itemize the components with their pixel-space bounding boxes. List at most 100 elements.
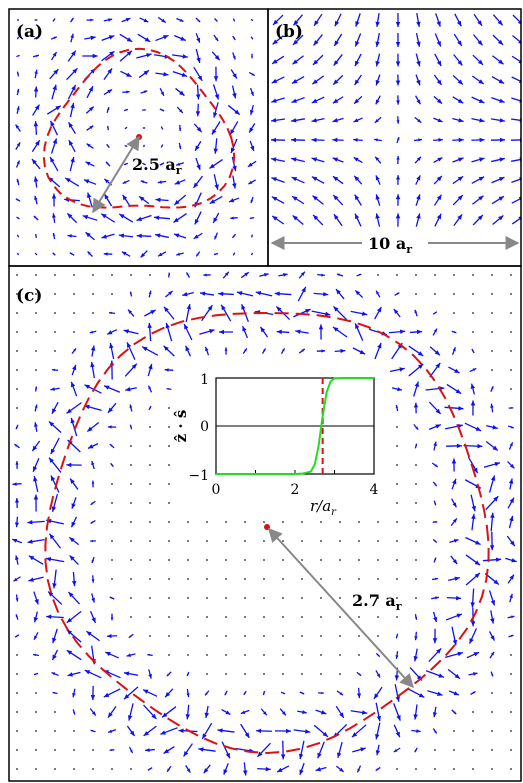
spin-arrow-head: [244, 732, 250, 738]
spin-arrow-head: [73, 711, 76, 715]
spin-arrow-head: [332, 137, 338, 143]
spin-arrow-head: [263, 348, 266, 352]
spin-arrow-head: [69, 555, 75, 561]
inset-xtick-0: 0: [212, 482, 221, 498]
spin-arrow-head: [108, 18, 113, 22]
spin-arrow-head: [34, 404, 38, 409]
spin-arrow-head: [473, 652, 480, 657]
spin-arrow-head: [470, 621, 476, 627]
spin-arrow-head: [92, 53, 98, 59]
spin-arrow-head: [415, 426, 419, 430]
spin-arrow-head: [375, 768, 379, 771]
spin-dot: [396, 768, 398, 770]
spin-arrow-head: [90, 695, 96, 701]
spin-dot: [149, 521, 151, 523]
spin-arrow-head: [292, 196, 298, 201]
spin-arrow-head: [164, 368, 169, 372]
spin-arrow-head: [36, 19, 38, 21]
spin-arrow-head: [87, 251, 91, 255]
spin-dot: [396, 426, 398, 428]
spin-dot: [92, 768, 94, 770]
spin-arrow-head: [127, 715, 133, 721]
spin-arrow-head: [34, 599, 39, 605]
spin-arrow-head: [69, 252, 73, 255]
panel-a-distance-label: 2.5 ar: [132, 155, 182, 177]
spin-dot: [396, 483, 398, 485]
spin-arrow-head: [415, 443, 417, 447]
spin-arrow-head: [51, 506, 57, 512]
spin-dot: [16, 274, 18, 276]
spin-dot: [149, 616, 151, 618]
spin-arrow-head: [470, 602, 475, 608]
spin-arrow-head: [416, 41, 421, 47]
spin-arrow-head: [158, 252, 163, 257]
spin-dot: [187, 540, 189, 542]
spin-arrow-head: [125, 109, 128, 111]
spin-dot: [92, 274, 94, 276]
spin-arrow-head: [88, 86, 93, 92]
spin-dot: [206, 654, 208, 656]
spin-dot: [263, 673, 265, 675]
spin-arrow-head: [489, 545, 495, 551]
spin-dot: [130, 464, 132, 466]
spin-dot: [472, 749, 474, 751]
spin-dot: [377, 616, 379, 618]
spin-arrow-head: [128, 635, 132, 638]
spin-arrow-head: [376, 715, 382, 722]
spin-dot: [168, 426, 170, 428]
spin-arrow-head: [475, 540, 481, 545]
spin-arrow-head: [474, 560, 481, 566]
spin-dot: [453, 274, 455, 276]
spin-arrow-head: [492, 425, 498, 430]
spin-arrow-head: [15, 461, 19, 465]
spin-arrow-head: [435, 596, 439, 600]
spin-arrow-head: [107, 330, 113, 335]
panel-c-distance-label: 2.7 ar: [352, 591, 402, 613]
spin-arrow-head: [274, 291, 280, 297]
spin-arrow-head: [300, 271, 305, 276]
spin-arrow-head: [52, 84, 57, 91]
spin-arrow-head: [397, 387, 402, 392]
spin-arrow-head: [213, 217, 218, 223]
spin-arrow-head: [313, 214, 319, 221]
spin-dot: [491, 768, 493, 770]
spin-dot: [16, 749, 18, 751]
spin-arrow-head: [214, 94, 220, 100]
spin-arrow-head: [15, 124, 20, 129]
spin-arrow-head: [207, 305, 213, 311]
spin-arrow-head: [436, 175, 442, 182]
spin-dot: [263, 540, 265, 542]
spin-arrow: [511, 217, 521, 225]
spin-arrow-head: [457, 60, 463, 66]
spin-dot: [282, 521, 284, 523]
spin-arrow-head: [395, 194, 401, 200]
spin-arrow-head: [12, 482, 17, 486]
panel-b-width-sub: r: [406, 243, 412, 256]
spin-arrow-head: [230, 216, 234, 220]
spin-arrow-head: [126, 72, 132, 77]
spin-arrow-head: [218, 329, 224, 335]
spin-arrow-head: [354, 79, 360, 86]
panel-b-width-label-bg: [362, 232, 428, 254]
spin-arrow-head: [271, 157, 277, 162]
panel-b-width-text: 10 a: [368, 234, 406, 253]
spin-arrow-head: [293, 20, 299, 26]
spin-arrow-head: [181, 72, 188, 77]
spin-arrow-head: [395, 213, 401, 219]
spin-arrow-head: [453, 711, 457, 715]
spin-dot: [73, 749, 75, 751]
spin-dot: [54, 711, 56, 713]
spin-arrow-head: [293, 39, 299, 45]
spin-arrow-head: [147, 653, 150, 657]
spin-arrow-head: [195, 111, 201, 117]
spin-arrow-head: [353, 138, 358, 142]
spin-dot: [358, 578, 360, 580]
spin-arrow-head: [50, 120, 55, 127]
spin-arrow-head: [55, 105, 61, 111]
spin-arrow-head: [498, 79, 505, 84]
spin-dot: [168, 464, 170, 466]
spin-arrow-head: [196, 57, 201, 63]
spin-dot: [168, 483, 170, 485]
spin-arrow-head: [416, 175, 421, 181]
spin-arrow-head: [437, 118, 443, 123]
